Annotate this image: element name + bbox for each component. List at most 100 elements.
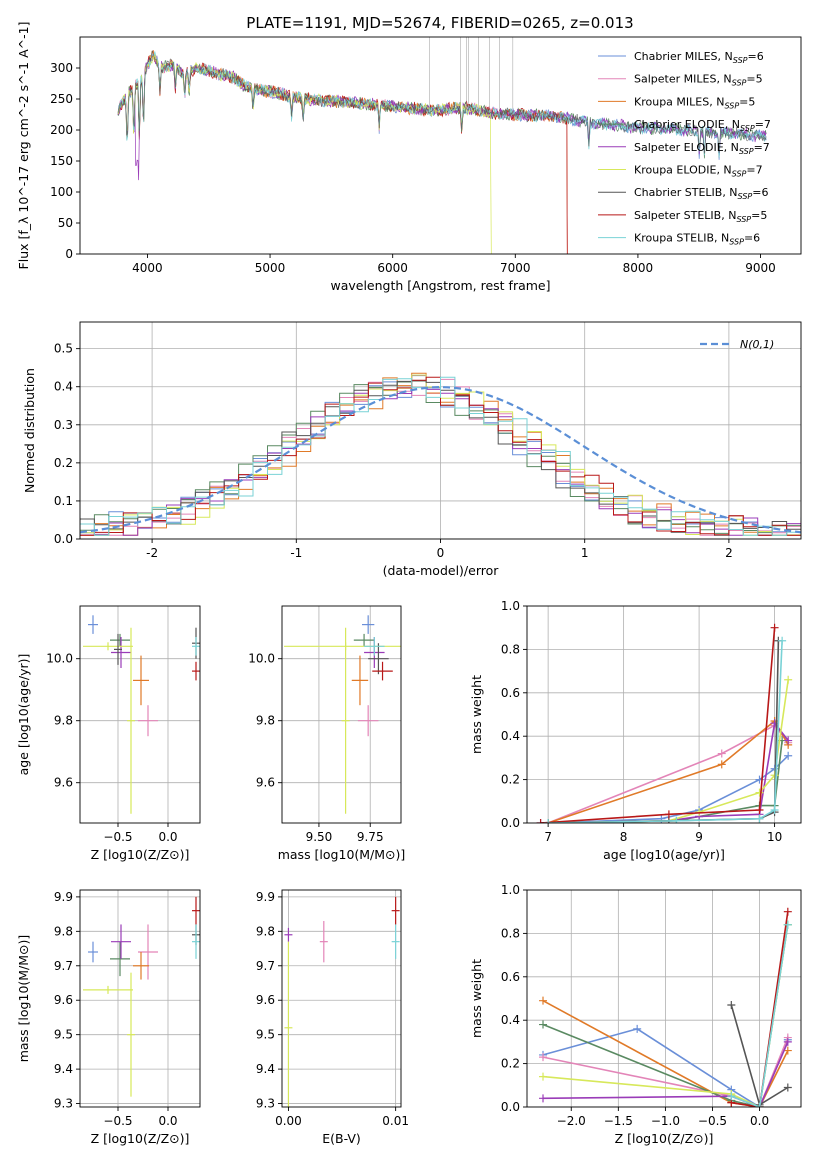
legend-subscript: SSP (724, 101, 739, 110)
legend-n: , N (716, 73, 731, 86)
errorbar-point (114, 633, 122, 665)
axes-mass-vs-EBV: 0.00 0.01 9.3 9.4 9.5 9.6 9.7 9.8 9.9 E(B-V) (256, 889, 409, 1146)
x-tick-label: 8 (620, 830, 628, 844)
errorbar-point (127, 627, 135, 814)
plot-area-mass-vs-Z (80, 890, 200, 1107)
errorbar-point (284, 927, 293, 942)
y-tick-label: 9.6 (54, 776, 73, 790)
legend-model-name: Chabrier ELODIE (634, 118, 725, 131)
errorbar-point (83, 985, 133, 994)
legend-nssp: 6 (757, 50, 764, 63)
axes-weight-vs-age: 7 8 9 10 0.0 0.2 0.4 0.6 0.8 1.0 age [log10(age/yr… (469, 599, 802, 862)
axes-age-vs-Z: −0.5 0.0 9.6 9.8 10.0 Z [log10(Z/Z⊙)] age [log… (16, 605, 201, 862)
legend-model-name: Kroupa STELIB (634, 232, 714, 245)
errorbar-point (364, 637, 385, 656)
y-tick-label: 0 (65, 247, 73, 261)
panel-mass-vs-Z: −0.5 0.0 9.3 9.4 9.5 9.6 9.7 9.8 9.9 Z [log10(Z/Z… (16, 889, 201, 1146)
y-axis-label: mass weight (469, 959, 484, 1038)
legend-label: Kroupa STELIB, NSSP=6 (634, 232, 760, 247)
weight-marker (783, 907, 792, 916)
y-tick-label: 9.6 (256, 776, 275, 790)
y-tick-label: 200 (50, 123, 73, 137)
legend-subscript: SSP (729, 238, 744, 247)
y-tick-label: 0.4 (501, 1013, 520, 1027)
x-tick-label: 9.50 (306, 830, 333, 844)
errorbar-point (88, 941, 98, 963)
axes-age-vs-mass: 9.50 9.75 9.6 9.8 10.0 mass [log10(M/M⊙)] (248, 605, 406, 862)
errorbar-point (391, 924, 400, 959)
legend-model-name: Salpeter MILES (634, 73, 716, 86)
x-tick-label: −0.5 (103, 1114, 132, 1128)
x-axis-label: wavelength [Angstrom, rest frame] (330, 278, 550, 293)
y-axis-label: Normed distribution (22, 368, 37, 493)
y-tick-label: 9.3 (256, 1097, 275, 1111)
legend-label: Kroupa ELODIE, NSSP=7 (634, 164, 763, 179)
panel-residuals: -2 -1 0 1 2 0.0 0.1 0.2 0.3 0.4 0.5 (data-model)/er… (22, 321, 802, 578)
legend-label: Salpeter MILES, NSSP=5 (634, 73, 763, 88)
weight-marker (539, 1053, 548, 1062)
y-tick-label: 50 (58, 216, 73, 230)
y-tick-label: 9.6 (256, 993, 275, 1007)
legend-n: , N (716, 164, 731, 177)
x-axis-label: mass [log10(M/M⊙)] (278, 847, 406, 862)
weight-line-salpeter-stelib (540, 627, 776, 823)
weight-marker (784, 736, 793, 745)
errorbar-point (192, 896, 200, 925)
legend-n: , N (722, 186, 737, 199)
weight-line-chabrier-miles (548, 755, 789, 823)
legend-nssp: 6 (761, 186, 768, 199)
legend-equals: = (746, 164, 755, 177)
legend-equals: = (747, 50, 756, 63)
y-tick-label: 100 (50, 185, 73, 199)
weight-marker (536, 819, 545, 823)
x-tick-label: −1.5 (604, 1114, 633, 1128)
axes-spectrum: 4000 5000 6000 7000 8000 9000 0 50 100 150 200 250 3… (16, 22, 802, 293)
y-tick-label: 0.8 (501, 926, 520, 940)
legend-model-name: Chabrier MILES (634, 50, 718, 63)
legend-label: Salpeter STELIB, NSSP=5 (634, 209, 767, 224)
axes-residuals: -2 -1 0 1 2 0.0 0.1 0.2 0.3 0.4 0.5 (data-model)/er… (22, 321, 802, 578)
axes-frame (281, 605, 402, 824)
histogram-salpeter-miles (80, 378, 801, 536)
legend-subscript: SSP (732, 79, 747, 88)
y-tick-label: 300 (50, 61, 73, 75)
x-axis-label: E(B-V) (322, 1131, 361, 1146)
weight-marker (755, 1103, 764, 1107)
spectrum-kroupa-elodie (117, 53, 492, 254)
legend-n: , N (724, 141, 739, 154)
legend-model-name: Kroupa MILES (634, 95, 709, 108)
legend-nssp: 5 (760, 209, 767, 222)
legend-equals: = (744, 232, 753, 245)
errorbar-point (138, 705, 158, 737)
y-tick-label: 9.9 (256, 890, 275, 904)
x-tick-label: 5000 (255, 261, 286, 275)
y-tick-label: 0.0 (501, 1100, 520, 1114)
errorbar-point (110, 941, 130, 977)
x-tick-label: 4000 (132, 261, 163, 275)
plot-area-weight-vs-age (527, 606, 801, 823)
legend-subscript: SSP (736, 215, 751, 224)
axes-mass-vs-Z: −0.5 0.0 9.3 9.4 9.5 9.6 9.7 9.8 9.9 Z [log10(Z/Z… (16, 889, 201, 1146)
weight-marker (672, 816, 681, 823)
x-axis-label: Z [log10(Z/Z⊙)] (91, 847, 190, 862)
weight-marker (664, 810, 673, 819)
x-tick-label: 0.0 (158, 1114, 177, 1128)
weight-marker (633, 1024, 642, 1033)
y-tick-label: 0.2 (54, 456, 73, 470)
errorbar-point (133, 952, 149, 980)
errorbar-point (88, 615, 98, 634)
y-tick-label: 0.0 (54, 532, 73, 546)
x-tick-label: 10 (767, 830, 782, 844)
y-tick-label: 10.0 (248, 652, 275, 666)
x-tick-label: 9000 (745, 261, 776, 275)
legend-subscript: SSP (739, 147, 754, 156)
weight-line-chabrier-stelib (548, 640, 780, 823)
x-tick-label: 0.00 (275, 1114, 302, 1128)
axes-frame (281, 889, 402, 1108)
y-tick-label: 9.8 (256, 714, 275, 728)
legend-nssp: 5 (748, 95, 755, 108)
y-tick-label: 1.0 (501, 883, 520, 897)
legend-nssp: 6 (753, 232, 760, 245)
weight-line-kroupa-stelib (548, 640, 783, 823)
